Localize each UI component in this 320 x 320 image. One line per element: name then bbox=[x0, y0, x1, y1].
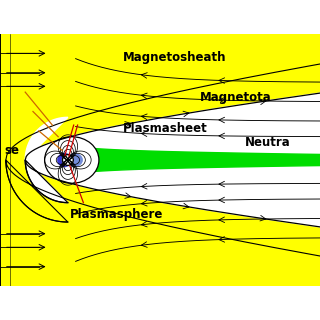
Text: Neutra: Neutra bbox=[245, 136, 291, 149]
Polygon shape bbox=[25, 93, 320, 227]
Text: Plasmasphere: Plasmasphere bbox=[70, 208, 163, 221]
Text: se: se bbox=[4, 144, 19, 157]
Ellipse shape bbox=[67, 153, 83, 167]
Polygon shape bbox=[74, 147, 320, 173]
Polygon shape bbox=[0, 34, 320, 286]
Text: Magnetosheath: Magnetosheath bbox=[123, 51, 226, 64]
Ellipse shape bbox=[44, 137, 99, 183]
Ellipse shape bbox=[57, 153, 72, 167]
Circle shape bbox=[62, 155, 73, 165]
Text: Plasmasheet: Plasmasheet bbox=[123, 123, 207, 135]
Text: Magnetota: Magnetota bbox=[200, 92, 271, 104]
